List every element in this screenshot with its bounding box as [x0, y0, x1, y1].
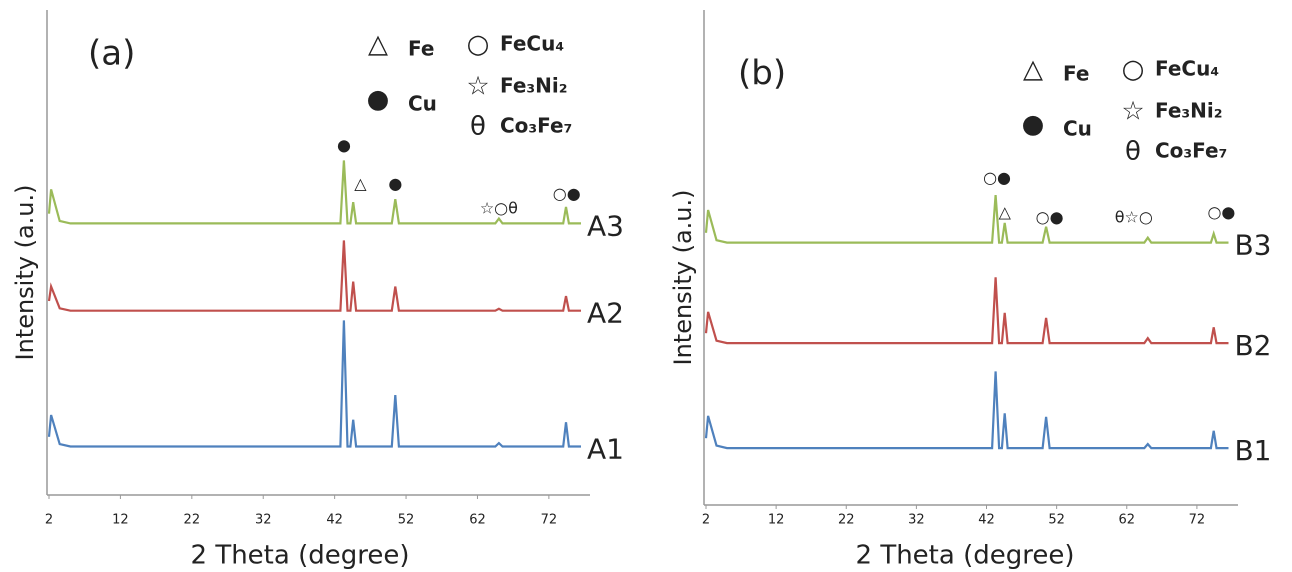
legend-label: Co₃Fe₇: [1155, 139, 1227, 163]
x-tick-label: 52: [1048, 513, 1065, 528]
legend-symbol: ●: [367, 85, 390, 115]
legend-label: Cu: [1063, 117, 1092, 141]
legend-symbol: θ: [470, 112, 486, 142]
legend-symbol: ○: [467, 30, 490, 60]
spectrum-line: [47, 240, 581, 312]
peak-marker: ○●: [1207, 202, 1235, 221]
legend-symbol: ☆: [1121, 97, 1144, 127]
spectrum-line: [704, 371, 1229, 450]
spectrum-line: [47, 160, 581, 225]
series-label: B3: [1234, 229, 1271, 262]
panel-title: (b): [738, 54, 786, 94]
peak-marker: ☆○θ: [480, 198, 518, 217]
y-axis-label: Intensity (a.u.): [669, 190, 697, 366]
x-tick-label: 72: [1189, 513, 1206, 528]
x-tick-label: 12: [112, 513, 129, 528]
legend-symbol: ●: [1022, 110, 1045, 140]
x-tick-label: 2: [702, 513, 710, 528]
x-axis-label: 2 Theta (degree): [856, 541, 1075, 571]
legend-label: Co₃Fe₇: [500, 114, 572, 138]
x-tick-label: 2: [45, 513, 53, 528]
x-tick-label: 72: [541, 513, 558, 528]
legend-label: Fe₃Ni₂: [1155, 99, 1223, 123]
panel-title: (a): [88, 34, 135, 74]
peak-marker: △: [999, 202, 1012, 221]
legend-label: Fe₃Ni₂: [500, 74, 568, 98]
peak-marker: ●: [388, 174, 402, 193]
x-tick-label: 62: [1118, 513, 1135, 528]
x-tick-label: 22: [184, 513, 201, 528]
x-tick-label: 62: [469, 513, 486, 528]
x-axis-label: 2 Theta (degree): [191, 541, 410, 571]
legend-symbol: △: [368, 30, 388, 60]
peak-marker: ●: [337, 135, 351, 154]
spectrum-line: [704, 277, 1229, 345]
x-tick-label: 22: [838, 513, 855, 528]
series-label: A3: [587, 209, 624, 242]
legend-label: FeCu₄: [1155, 57, 1219, 81]
x-tick-label: 42: [326, 513, 343, 528]
spectrum-line: [704, 195, 1229, 244]
x-tick-label: 32: [255, 513, 272, 528]
legend-label: Fe: [1063, 62, 1089, 86]
legend-label: Cu: [408, 92, 437, 116]
peak-marker: △: [354, 174, 367, 193]
legend-symbol: △: [1023, 55, 1043, 85]
series-label: A2: [587, 297, 624, 330]
spectrum-line: [47, 320, 581, 448]
series-label: B2: [1234, 329, 1271, 362]
legend-label: Fe: [408, 37, 434, 61]
series-label: A1: [587, 433, 624, 466]
peak-marker: θ☆○: [1115, 207, 1153, 226]
legend-symbol: ☆: [466, 72, 489, 102]
series-label: B1: [1234, 434, 1271, 467]
peak-marker: ○●: [1036, 207, 1064, 226]
legend-symbol: ○: [1122, 55, 1145, 85]
legend-label: FeCu₄: [500, 32, 564, 56]
x-tick-label: 12: [768, 513, 785, 528]
x-tick-label: 52: [398, 513, 415, 528]
peak-marker: ○●: [983, 168, 1011, 187]
y-axis-label: Intensity (a.u.): [11, 185, 39, 361]
peak-marker: ○●: [553, 184, 581, 203]
x-tick-label: 42: [978, 513, 995, 528]
legend-symbol: θ: [1125, 137, 1141, 167]
x-tick-label: 32: [908, 513, 925, 528]
